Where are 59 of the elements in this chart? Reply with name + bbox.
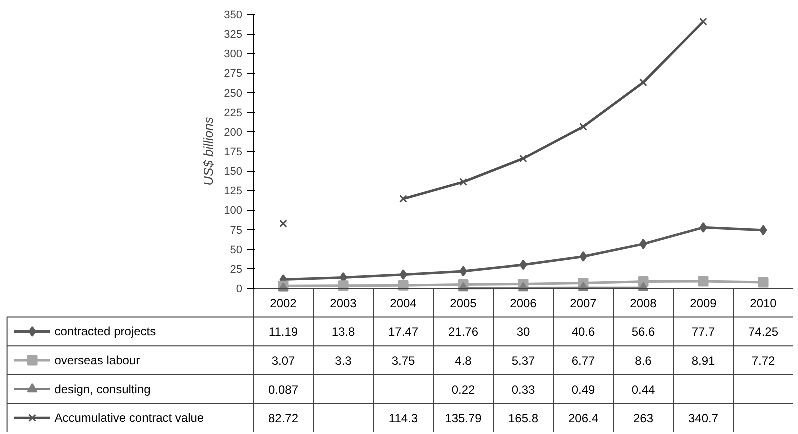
x-tick-label: 2008 — [630, 296, 658, 310]
data-label: 21.76 — [448, 325, 479, 340]
data-label: 8.91 — [692, 354, 716, 368]
data-label: 4.8 — [455, 354, 472, 368]
y-tick-label: 200 — [224, 126, 243, 139]
data-label: 56.6 — [632, 325, 656, 340]
data-label: 77.7 — [692, 325, 716, 340]
data-label: 5.37 — [512, 354, 536, 368]
y-tick-label: 350 — [224, 10, 243, 22]
x-tick-label: 2009 — [690, 296, 718, 310]
y-tick-label: 125 — [224, 186, 243, 198]
y-tick-label: 275 — [224, 68, 243, 80]
data-label: 3.07 — [272, 354, 296, 368]
data-label: 114.3 — [388, 412, 418, 426]
data-label: 165.8 — [508, 412, 539, 426]
data-label: 0.33 — [512, 382, 536, 397]
data-label: 3.75 — [392, 354, 416, 368]
x-tick-label: 2004 — [390, 296, 418, 310]
y-tick-label: 225 — [224, 107, 243, 120]
x-tick-label: 2010 — [750, 296, 778, 310]
x-tick-label: 2005 — [450, 296, 478, 310]
data-label: 340.7 — [688, 412, 719, 426]
y-tick-label: 50 — [230, 244, 243, 256]
data-label: 263 — [633, 412, 654, 426]
data-label: 13.8 — [332, 325, 356, 340]
data-label: 0.44 — [632, 382, 656, 397]
data-label: 82.72 — [268, 412, 299, 426]
legend-label: design, consulting — [54, 382, 151, 396]
x-tick-label: 2007 — [570, 296, 598, 310]
data-label: 11.19 — [268, 325, 298, 340]
data-label: 40.6 — [572, 325, 596, 340]
y-tick-label: 150 — [224, 166, 243, 178]
data-label: 6.77 — [572, 354, 596, 368]
data-label: 135.79 — [445, 412, 482, 426]
data-label: 8.6 — [635, 354, 652, 368]
data-label: 3.3 — [335, 354, 352, 368]
data-label: 0.22 — [452, 382, 476, 397]
y-tick-label: 25 — [230, 264, 243, 276]
y-tick-label: 75 — [230, 224, 243, 237]
x-tick-label: 2006 — [510, 296, 538, 310]
data-label: 206.4 — [568, 412, 599, 426]
legend-label: overseas labour — [54, 354, 140, 368]
legend-label: Accumulative contract value — [54, 411, 204, 426]
y-axis-title: US$ billions — [201, 116, 216, 186]
data-label: 17.47 — [388, 325, 419, 340]
y-tick-label: 300 — [224, 48, 243, 61]
x-tick-label: 2002 — [270, 296, 298, 310]
data-label: 30 — [516, 325, 530, 340]
data-label: 0.49 — [572, 382, 596, 397]
y-tick-label: 175 — [224, 146, 243, 158]
y-tick-label: 0 — [236, 284, 243, 296]
data-label: 74.25 — [748, 325, 779, 340]
y-tick-label: 325 — [224, 29, 243, 42]
data-label: 7.72 — [752, 354, 776, 368]
y-tick-label: 250 — [224, 88, 243, 100]
data-label: 0.087 — [268, 382, 299, 397]
y-tick-label: 100 — [224, 205, 243, 218]
x-tick-label: 2003 — [330, 296, 358, 310]
legend-label: contracted projects — [54, 324, 156, 339]
